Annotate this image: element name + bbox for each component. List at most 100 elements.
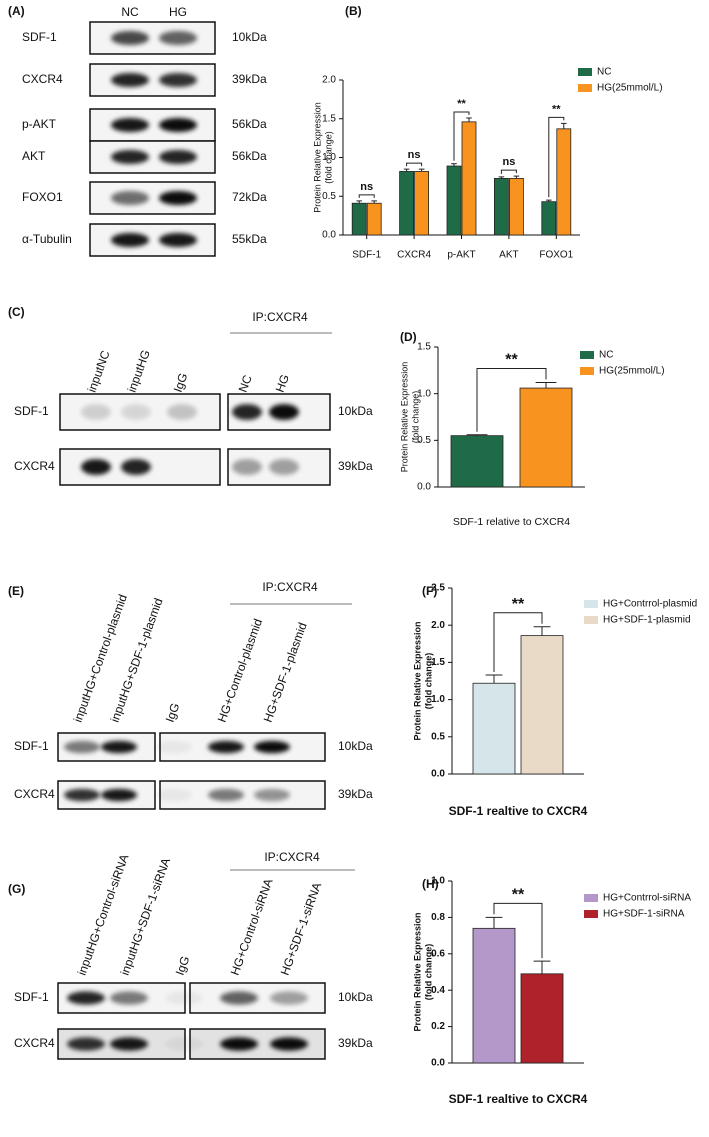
legend-label: HG+SDF-1-siRNA (603, 909, 685, 920)
bar (556, 128, 572, 236)
error-bar (533, 960, 551, 974)
protein-label: CXCR4 (14, 787, 55, 801)
y-tick-label: 1.0 (417, 388, 431, 399)
bar (414, 171, 430, 236)
blot-band (121, 404, 151, 420)
bar (541, 201, 557, 236)
panel-label: (B) (345, 4, 362, 18)
panel-label: (H) (422, 877, 439, 891)
blot-band (165, 1037, 203, 1051)
bar (472, 927, 516, 1064)
legend-label: NC (599, 350, 613, 361)
x-axis-label: SDF-1 realtive to CXCR4 (449, 804, 588, 818)
significance-label: ns (502, 156, 515, 168)
ip-label: IP:CXCR4 (252, 310, 308, 324)
y-axis-label: (fold change) (423, 944, 433, 1001)
y-tick-label: 0.5 (431, 731, 445, 742)
blot-band (121, 459, 151, 475)
bar (450, 435, 504, 488)
size-label: 56kDa (232, 149, 267, 163)
y-tick-label: 1.0 (431, 876, 445, 887)
x-axis-label: SDF-1 relative to CXCR4 (453, 516, 570, 528)
size-label: 10kDa (232, 30, 267, 44)
legend-swatch (578, 68, 592, 76)
legend-label: HG+Contrrol-plasmid (603, 599, 697, 610)
blot-band (159, 232, 197, 248)
y-tick-label: 0.6 (431, 948, 445, 959)
blot-band (111, 149, 149, 165)
blot-band (101, 788, 137, 802)
panel-label: (D) (400, 330, 417, 344)
y-tick-label: 2.0 (431, 620, 445, 631)
blot-band (159, 190, 197, 206)
lane-label: IgG (171, 371, 191, 394)
significance-bracket (453, 111, 470, 161)
size-label: 10kDa (338, 404, 373, 418)
legend-label: HG+Contrrol-siRNA (603, 893, 691, 904)
significance-bracket (406, 162, 423, 167)
size-label: 39kDa (338, 1036, 373, 1050)
y-axis-label: Protein Relative Expression (312, 102, 322, 213)
blot-band (110, 991, 148, 1005)
x-axis-label: SDF-1 realtive to CXCR4 (449, 1092, 588, 1106)
lane-label: IgG (173, 954, 193, 977)
blot-band (159, 72, 197, 88)
blot-band (111, 190, 149, 206)
x-tick-label: SDF-1 (352, 250, 381, 261)
y-tick-label: 2.5 (431, 583, 445, 594)
legend-label: HG+SDF-1-plasmid (603, 615, 691, 626)
protein-label: SDF-1 (22, 30, 57, 44)
legend-swatch (578, 84, 592, 92)
blot-band (111, 72, 149, 88)
lane-label: NC (121, 5, 139, 19)
y-axis-label: (fold change) (410, 391, 420, 444)
y-tick-label: 0.0 (322, 230, 336, 241)
y-tick-label: 0.0 (431, 769, 445, 780)
blot-band (111, 232, 149, 248)
blot-band (67, 1037, 105, 1051)
significance-bracket (476, 367, 547, 432)
error-bar (356, 200, 362, 204)
bar (519, 387, 573, 488)
error-bar (535, 381, 557, 389)
blot-band (254, 740, 290, 754)
blot-band (67, 991, 105, 1005)
blot-band (156, 788, 192, 802)
x-tick-label: CXCR4 (397, 250, 431, 261)
error-bar (485, 916, 503, 929)
error-bar (418, 168, 425, 172)
blot-band (232, 459, 262, 475)
lane-label: HG (273, 372, 292, 394)
blot-band (159, 30, 197, 46)
blot-band (220, 991, 258, 1005)
blot-band (269, 404, 299, 420)
blot-band (270, 1037, 308, 1051)
size-label: 72kDa (232, 190, 267, 204)
blot-band (111, 30, 149, 46)
legend-swatch (580, 367, 594, 375)
y-tick-label: 0.0 (417, 482, 431, 493)
panel-label: (F) (422, 584, 437, 598)
protein-label: SDF-1 (14, 990, 49, 1004)
blot-band (208, 740, 244, 754)
y-tick-label: 0.2 (431, 1021, 445, 1032)
blot-band (167, 404, 197, 420)
y-axis-label: Protein Relative Expression (399, 362, 409, 473)
legend-swatch (580, 351, 594, 359)
lane-label: HG (169, 5, 187, 19)
y-axis-label: Protein Relative Expression (412, 621, 422, 740)
significance-label: ns (360, 181, 373, 193)
protein-label: CXCR4 (14, 459, 55, 473)
ip-label: IP:CXCR4 (262, 580, 318, 594)
bar (461, 121, 477, 236)
bar (351, 202, 367, 236)
significance-bracket (358, 194, 375, 198)
error-bar (561, 122, 567, 129)
significance-label: ** (505, 352, 518, 369)
size-label: 39kDa (338, 787, 373, 801)
y-axis-label: (fold change) (423, 653, 433, 710)
protein-label: CXCR4 (14, 1036, 55, 1050)
bar (399, 171, 415, 236)
x-tick-label: p-AKT (447, 250, 475, 261)
y-tick-label: 0.5 (417, 435, 431, 446)
